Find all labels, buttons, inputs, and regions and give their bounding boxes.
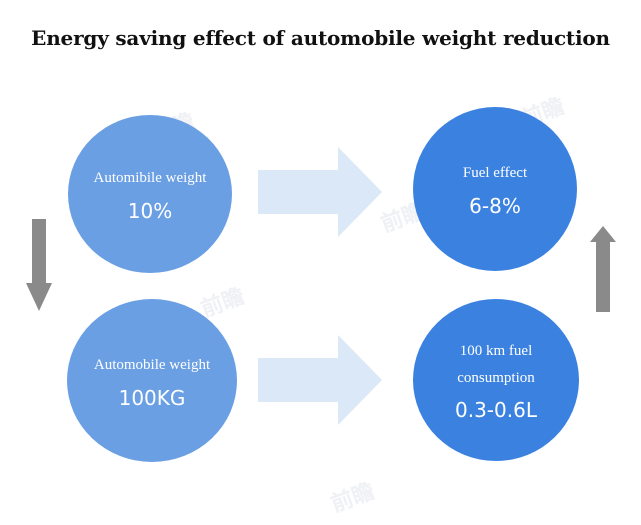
node-fuel-consumption: 100 km fuel consumption 0.3-0.6L bbox=[413, 299, 579, 461]
node-label: Automibile weight bbox=[93, 170, 207, 186]
node-value: 0.3-0.6L bbox=[455, 398, 537, 422]
node-value: 6-8% bbox=[469, 194, 521, 218]
node-label: Automobile weight bbox=[93, 356, 211, 373]
node-weight-percent: Automibile weight 10% bbox=[68, 115, 232, 273]
node-label-line1: 100 km fuel bbox=[459, 343, 533, 359]
arrow-right-icon bbox=[258, 147, 382, 237]
node-value: 10% bbox=[127, 199, 173, 223]
arrow-right-icon bbox=[258, 335, 382, 425]
arrow-down-icon bbox=[26, 219, 52, 311]
watermark-logo: 前瞻 bbox=[327, 479, 378, 518]
arrow-up-icon bbox=[590, 226, 616, 312]
node-value: 100KG bbox=[118, 385, 186, 410]
node-label-line2: consumption bbox=[457, 370, 535, 386]
diagram-title: Energy saving effect of automobile weigh… bbox=[31, 26, 610, 50]
node-fuel-effect: Fuel effect 6-8% bbox=[413, 107, 577, 271]
node-weight-kg: Automobile weight 100KG bbox=[67, 299, 237, 462]
node-label: Fuel effect bbox=[462, 165, 528, 181]
